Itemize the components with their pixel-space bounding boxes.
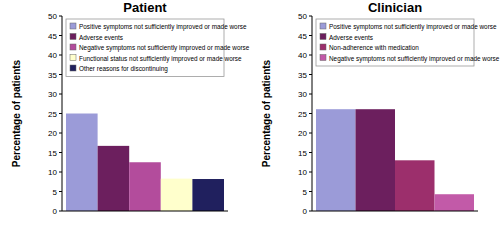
y-tick-label: 5 bbox=[53, 188, 58, 197]
y-axis-label: Percentage of patients bbox=[261, 59, 272, 167]
bar bbox=[356, 109, 396, 211]
legend-swatch bbox=[70, 44, 76, 50]
bar bbox=[435, 194, 475, 211]
y-tick-label: 50 bbox=[48, 12, 57, 21]
legend-label: Negative symptoms not sufficiently impro… bbox=[79, 44, 250, 52]
y-axis bbox=[312, 16, 313, 211]
bar bbox=[161, 179, 193, 211]
bar bbox=[192, 179, 224, 211]
bars bbox=[316, 109, 474, 211]
title: Clinician bbox=[368, 0, 422, 15]
legend-swatch bbox=[320, 34, 326, 40]
y-tick-label: 40 bbox=[48, 51, 57, 60]
legend-label: Non-adherence with medication bbox=[329, 44, 419, 51]
legend-swatch bbox=[70, 65, 76, 71]
legend-swatch bbox=[70, 23, 76, 29]
legend-swatch bbox=[70, 55, 76, 61]
y-tick-label: 45 bbox=[298, 32, 307, 41]
y-axis bbox=[62, 16, 63, 211]
x-axis bbox=[312, 211, 478, 212]
y-tick-label: 25 bbox=[48, 110, 57, 119]
legend: Positive symptoms not sufficiently impro… bbox=[66, 19, 250, 77]
bar bbox=[395, 160, 435, 211]
y-tick-label: 40 bbox=[298, 51, 307, 60]
legend-swatch bbox=[320, 44, 326, 50]
bar bbox=[98, 146, 130, 211]
y-tick-label: 30 bbox=[298, 90, 307, 99]
figure: Patient Percentage of patients 0 5 10 15 20 25 3… bbox=[0, 0, 500, 231]
chart: Patient Percentage of patients 0 5 10 15 20 25 3… bbox=[11, 0, 250, 216]
legend-label: Negative symptoms not sufficiently impro… bbox=[329, 55, 500, 63]
legend-label: Positive symptoms not sufficiently impro… bbox=[79, 23, 247, 31]
bar bbox=[129, 162, 161, 211]
title: Patient bbox=[123, 0, 167, 15]
y-tick-label: 20 bbox=[298, 129, 307, 138]
bar bbox=[66, 114, 98, 212]
y-tick-label: 35 bbox=[298, 71, 307, 80]
bar bbox=[316, 109, 356, 211]
legend-label: Adverse events bbox=[329, 34, 373, 41]
bars bbox=[66, 114, 224, 212]
legend-label: Positive symptoms not sufficiently impro… bbox=[329, 23, 497, 31]
y-tick-label: 20 bbox=[48, 129, 57, 138]
legend-swatch bbox=[320, 23, 326, 29]
legend-label: Adverse events bbox=[79, 34, 123, 41]
legend-swatch bbox=[70, 34, 76, 40]
y-tick-label: 10 bbox=[48, 168, 57, 177]
y-tick-label: 0 bbox=[303, 207, 308, 216]
y-tick-label: 50 bbox=[298, 12, 307, 21]
y-tick-label: 5 bbox=[303, 188, 308, 197]
y-tick-label: 35 bbox=[48, 71, 57, 80]
x-axis bbox=[62, 211, 228, 212]
y-axis-label: Percentage of patients bbox=[11, 59, 22, 167]
y-tick-label: 45 bbox=[48, 32, 57, 41]
chart: Clinician Percentage of patients 0 5 10 15 20 2… bbox=[261, 0, 500, 216]
y-tick-label: 10 bbox=[298, 168, 307, 177]
legend-swatch bbox=[320, 55, 326, 61]
y-tick-label: 25 bbox=[298, 110, 307, 119]
legend: Positive symptoms not sufficiently impro… bbox=[316, 19, 500, 66]
y-tick-label: 30 bbox=[48, 90, 57, 99]
y-tick-label: 0 bbox=[53, 207, 58, 216]
y-tick-label: 15 bbox=[48, 149, 57, 158]
legend-label: Functional status not sufficiently impro… bbox=[79, 55, 242, 63]
legend-label: Other reasons for discontinuing bbox=[79, 65, 168, 73]
y-tick-label: 15 bbox=[298, 149, 307, 158]
